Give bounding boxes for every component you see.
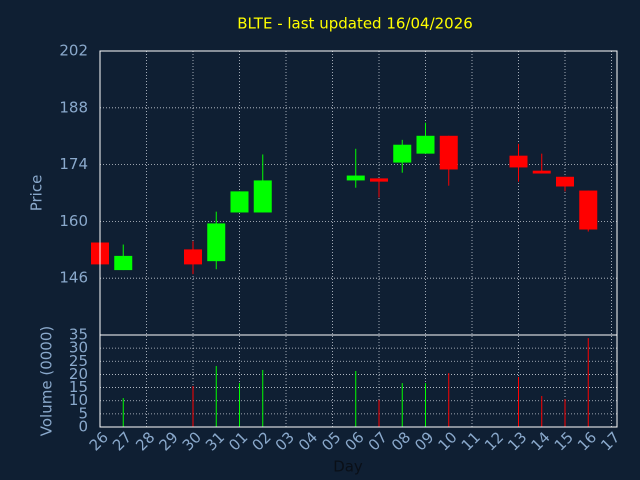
candle-body [253, 180, 272, 213]
candle-body [579, 190, 598, 230]
y-tick-label: 20 [69, 365, 88, 383]
y-axis-label: Volume (0000) [38, 326, 56, 436]
candle-body [509, 155, 528, 168]
candle-body [346, 175, 365, 181]
y-tick-label: 35 [69, 326, 88, 344]
y-axis-label: Price [28, 175, 46, 212]
y-tick-label: 160 [59, 212, 88, 230]
candle-body [370, 178, 388, 182]
candle-body [439, 135, 458, 170]
candle-body [393, 144, 412, 163]
y-tick-label: 146 [59, 269, 88, 287]
candle-body [230, 191, 249, 213]
y-tick-label: 15 [69, 378, 88, 396]
candle-body [207, 223, 226, 262]
y-tick-label: 188 [59, 98, 88, 116]
candle-body [556, 176, 574, 187]
candle-body [114, 255, 133, 271]
volume-panel-frame [99, 334, 618, 428]
y-tick-label: 10 [69, 391, 88, 409]
candle-body [532, 170, 551, 174]
y-tick-label: 202 [59, 42, 88, 60]
y-tick-label: 0 [78, 418, 88, 436]
candle-body [416, 135, 435, 154]
y-tick-label: 174 [59, 155, 88, 173]
chart-title: BLTE - last updated 16/04/2026 [237, 15, 473, 33]
candle-body [184, 249, 202, 265]
y-tick-label: 30 [69, 339, 88, 357]
y-tick-label: 5 [78, 404, 88, 422]
y-tick-label: 25 [69, 352, 88, 370]
x-axis-label: Day [333, 458, 363, 476]
